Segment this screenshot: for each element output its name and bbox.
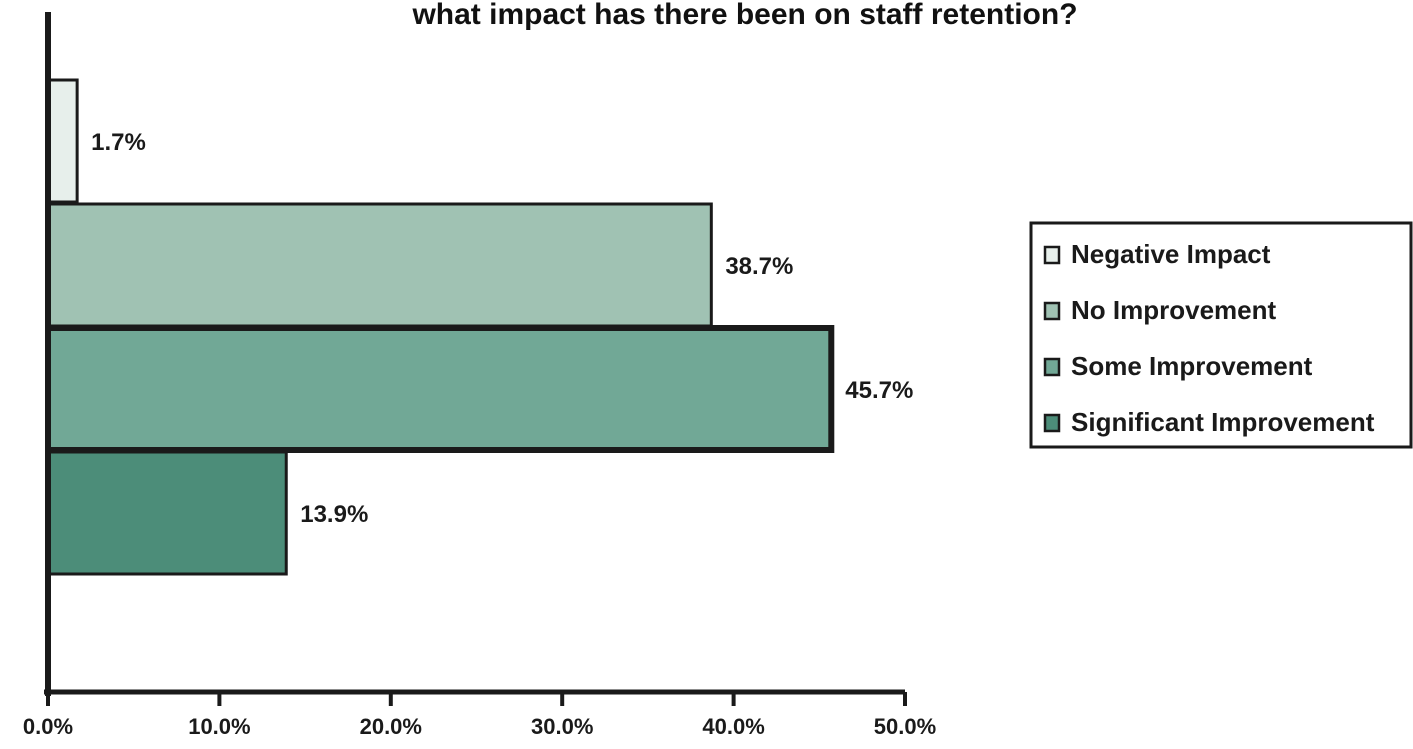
chart-title: what impact has there been on staff rete… — [411, 0, 1077, 31]
x-tick-label-3: 30.0% — [531, 714, 593, 739]
legend-swatch-no-improvement — [1043, 301, 1061, 321]
legend-swatch-some-improvement — [1043, 357, 1061, 377]
legend-label-significant-improvement: Significant Improvement — [1071, 407, 1375, 437]
axis-layer: 0.0% 10.0% 20.0% 30.0% 40.0% 50.0% — [23, 12, 936, 739]
value-label-no-improvement: 38.7% — [725, 253, 793, 280]
bars-layer: 1.7% 38.7% 45.7% 13.9% — [45, 78, 913, 576]
legend-label-some-improvement: Some Improvement — [1071, 351, 1313, 381]
x-tick-label-2: 20.0% — [360, 714, 422, 739]
bar-no-improvement — [46, 202, 713, 328]
x-tick-label-4: 40.0% — [702, 714, 764, 739]
x-tick-label-1: 10.0% — [188, 714, 250, 739]
bar-significant-improvement — [46, 450, 288, 576]
legend-swatch-significant-improvement — [1043, 413, 1061, 433]
x-tick-label-0: 0.0% — [23, 714, 73, 739]
legend-label-negative-impact: Negative Impact — [1071, 239, 1271, 269]
legend-swatch-negative-impact — [1043, 245, 1061, 265]
legend-box — [1029, 221, 1413, 449]
bar-negative-impact — [46, 78, 79, 204]
x-tick-label-5: 50.0% — [874, 714, 936, 739]
value-label-some-improvement: 45.7% — [845, 377, 913, 404]
legend: Negative Impact No Improvement Some Improv… — [1029, 221, 1413, 449]
value-label-negative-impact: 1.7% — [91, 129, 146, 156]
value-label-significant-improvement: 13.9% — [300, 501, 368, 528]
bar-some-improvement — [45, 325, 835, 453]
legend-label-no-improvement: No Improvement — [1071, 295, 1276, 325]
